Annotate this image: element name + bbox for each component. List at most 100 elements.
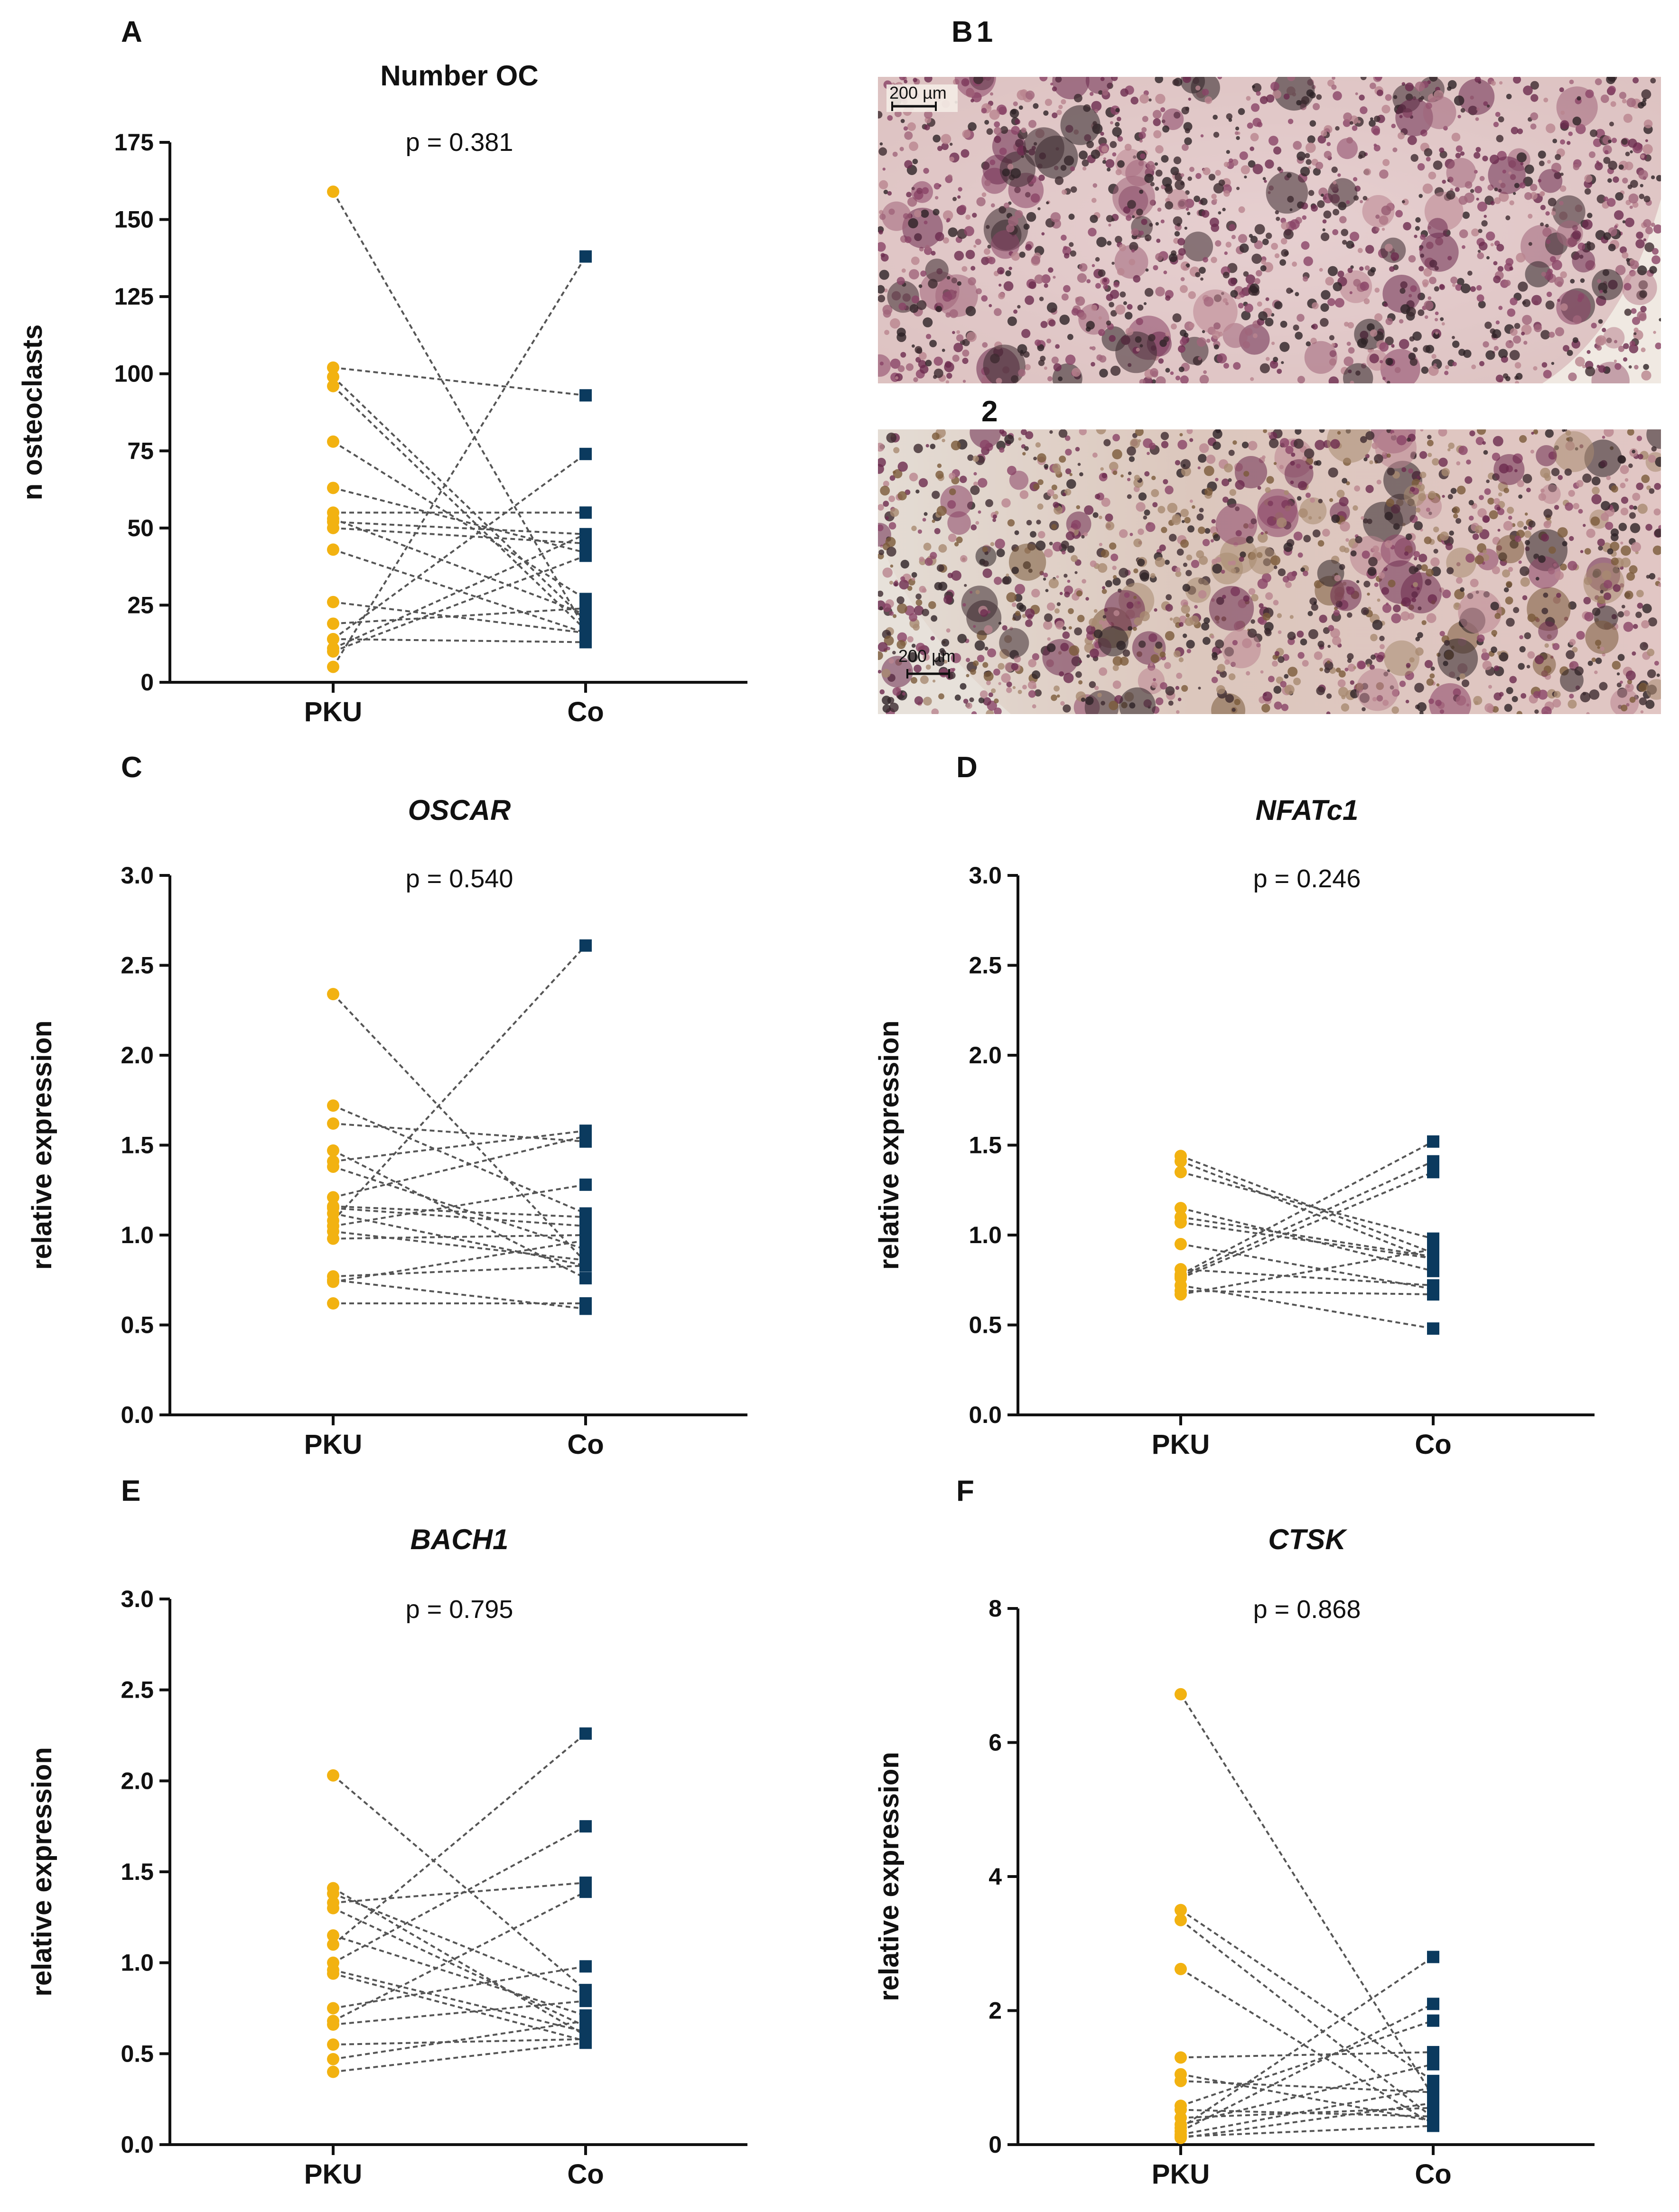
co-point xyxy=(1427,1243,1439,1256)
pair-line xyxy=(332,993,587,1263)
pku-point xyxy=(327,617,339,630)
y-tick-label: 0.0 xyxy=(121,2131,154,2158)
y-tick-label: 2.5 xyxy=(121,1677,154,1703)
co-point xyxy=(579,389,592,402)
p-value-label: p = 0.246 xyxy=(1253,864,1361,893)
pair-line xyxy=(333,2038,586,2046)
pair-line xyxy=(1180,1141,1434,1276)
pair-line xyxy=(333,1965,586,2009)
co-point xyxy=(579,1272,592,1284)
pku-point xyxy=(327,380,339,392)
pair-line xyxy=(333,1183,586,1227)
pku-point xyxy=(1175,2051,1187,2064)
pku-point xyxy=(327,1144,339,1157)
pku-point xyxy=(327,1297,339,1310)
y-tick-label: 1.5 xyxy=(121,1132,154,1159)
y-tick-label: 2.0 xyxy=(969,1042,1002,1069)
pku-point xyxy=(1175,1962,1187,1975)
pair-line xyxy=(332,191,587,631)
y-tick-label: 3.0 xyxy=(121,862,154,889)
pair-line xyxy=(1180,2086,1434,2136)
pku-point xyxy=(1175,1166,1187,1179)
pair-line xyxy=(333,1891,586,2022)
pair-line xyxy=(333,527,586,545)
co-point xyxy=(579,1727,592,1740)
co-point xyxy=(1427,1288,1439,1301)
co-point xyxy=(579,1130,592,1143)
pku-point xyxy=(327,988,339,1001)
co-point xyxy=(579,2036,592,2049)
pair-line xyxy=(1180,1284,1434,1330)
pair-line xyxy=(333,1893,586,1997)
pair-line xyxy=(1180,2051,1434,2059)
co-point xyxy=(579,1820,592,1833)
co-point xyxy=(1427,2081,1439,2094)
micrograph-2: 200 µm xyxy=(878,429,1661,714)
co-point xyxy=(579,1178,592,1191)
pku-point xyxy=(327,1938,339,1951)
y-tick-label: 0 xyxy=(989,2131,1002,2158)
pku-point xyxy=(327,645,339,658)
pku-point xyxy=(327,1232,339,1245)
pair-line xyxy=(333,1150,586,1279)
pair-line xyxy=(332,945,587,1222)
pair-line xyxy=(1180,1268,1434,1287)
chart-title: BACH1 xyxy=(410,1524,509,1555)
panel-letter: E xyxy=(121,1475,140,1507)
pair-line xyxy=(1180,2102,1434,2139)
y-tick-label: 1.0 xyxy=(121,1950,154,1976)
x-category-label: Co xyxy=(567,1429,604,1460)
pair-line xyxy=(333,1239,586,1283)
pair-line xyxy=(333,518,586,615)
pair-line xyxy=(1180,1207,1434,1272)
pair-line xyxy=(333,1135,586,1199)
pku-point xyxy=(1175,1288,1187,1301)
pair-line xyxy=(1180,1693,1434,2097)
y-tick-label: 75 xyxy=(127,437,154,464)
pair-line xyxy=(1180,2019,1434,2107)
pair-line xyxy=(333,1934,586,2017)
pair-line xyxy=(333,1230,586,1262)
pku-point xyxy=(1175,2131,1187,2144)
pku-point xyxy=(327,2002,339,2015)
co-point xyxy=(579,1995,592,2008)
pku-point xyxy=(327,1769,339,1782)
pku-point xyxy=(327,1275,339,1288)
co-point xyxy=(1427,1998,1439,2010)
y-tick-label: 1.5 xyxy=(121,1859,154,1885)
pku-point xyxy=(1175,1914,1187,1926)
pku-point xyxy=(1175,1155,1187,1168)
pair-line xyxy=(333,1279,586,1310)
pku-point xyxy=(327,361,339,374)
y-tick-label: 2 xyxy=(989,1998,1002,2024)
micrograph-2-cells xyxy=(878,429,1661,714)
pair-line xyxy=(1180,2073,1434,2122)
y-axis-label: relative expression xyxy=(874,1021,905,1270)
pair-line xyxy=(333,601,586,634)
co-point xyxy=(1427,2014,1439,2027)
y-tick-label: 0.5 xyxy=(969,1312,1002,1338)
y-tick-label: 50 xyxy=(127,515,154,541)
pair-line xyxy=(333,1825,586,1964)
pku-point xyxy=(1175,1216,1187,1229)
chart-panel-f: F CTSK p = 0.868 relative expression 0 2 4 6 8 PK… xyxy=(874,1475,1595,2190)
pair-line xyxy=(333,1207,586,1227)
x-category-label: Co xyxy=(1415,1429,1451,1460)
pair-line xyxy=(1180,1956,1434,2129)
pku-point xyxy=(327,1902,339,1915)
pair-line xyxy=(332,453,587,640)
chart-title: Number OC xyxy=(380,60,538,92)
co-point xyxy=(1427,1264,1439,1277)
pair-line xyxy=(333,1972,586,2042)
panel-letter: A xyxy=(121,16,142,48)
pku-point xyxy=(327,1214,339,1227)
co-point xyxy=(1427,1951,1439,1963)
y-tick-label: 0.0 xyxy=(969,1402,1002,1428)
pku-point xyxy=(327,632,339,645)
chart-title: CTSK xyxy=(1268,1524,1347,1555)
y-tick-label: 1.5 xyxy=(969,1132,1002,1159)
co-point xyxy=(579,1297,592,1310)
y-tick-label: 6 xyxy=(989,1729,1002,1756)
